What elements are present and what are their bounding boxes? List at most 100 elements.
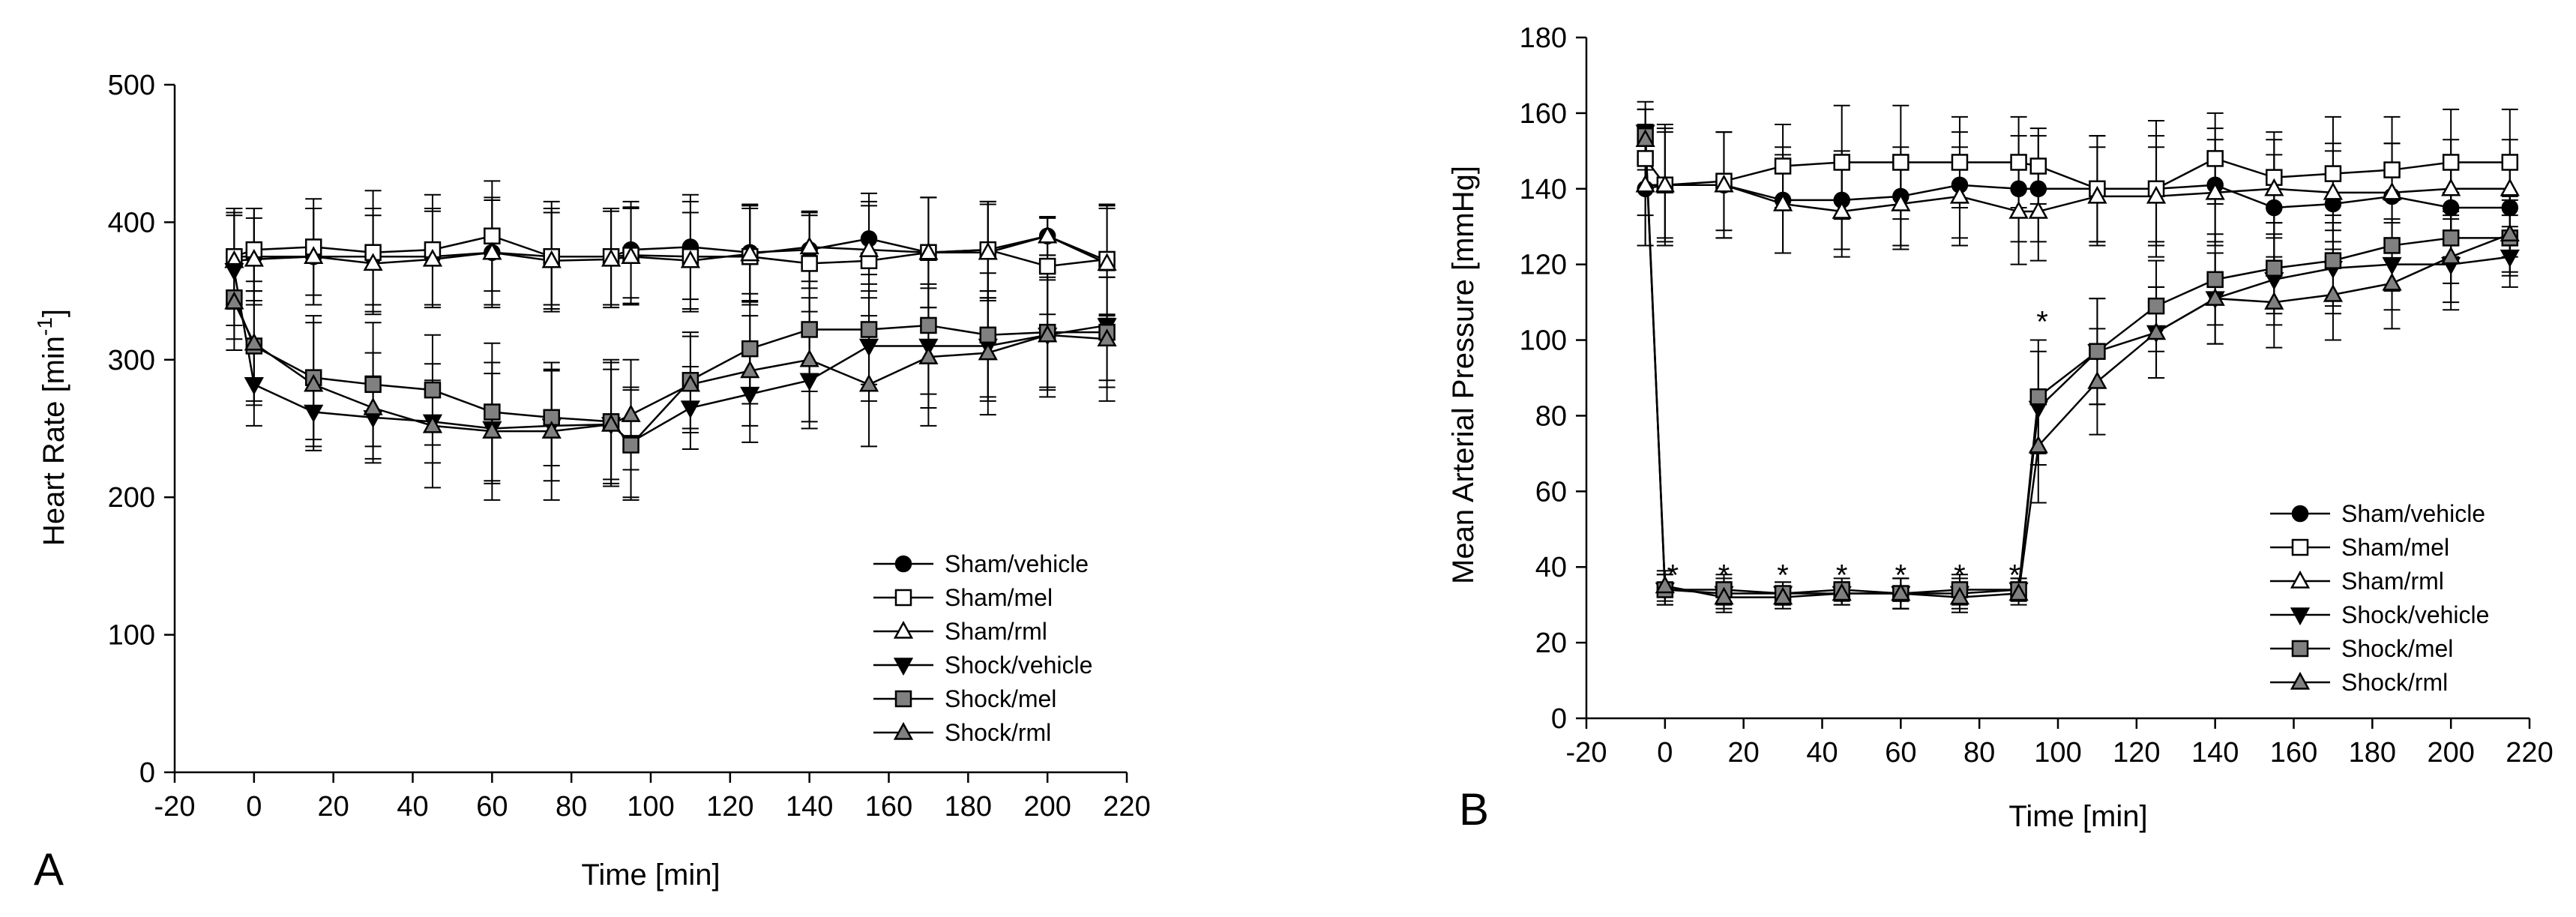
b-x-tick-label: 200 (2427, 737, 2474, 769)
b-legend-label: Shock/vehicle (2341, 601, 2489, 628)
b-point-sham-mel (1892, 154, 1910, 171)
a-point-shock-rml (1097, 328, 1117, 347)
a-point-sham-rml (422, 248, 443, 267)
b-point-sham-vehicle (2029, 180, 2047, 198)
a-point-shock-mel (860, 321, 878, 338)
b-point-shock-rml (2008, 583, 2029, 601)
b-x-tick-label: 180 (2349, 737, 2396, 769)
a-x-tick-label: 120 (706, 791, 753, 823)
a-x-tick-label: 40 (397, 791, 428, 823)
b-legend-marker (2291, 505, 2309, 523)
a-point-sham-rml (918, 241, 939, 260)
y-axis-title-a-sup: -1 (33, 317, 56, 336)
b-point-shock-rml (1832, 583, 1852, 601)
b-y-tick-label: 100 (1520, 325, 1567, 357)
a-point-shock-rml (363, 397, 383, 415)
b-significance-star: * (1954, 559, 1966, 592)
a-legend-label: Sham/vehicle (945, 550, 1089, 577)
b-point-shock-mel (2324, 252, 2342, 269)
b-point-sham-rml (1949, 185, 1970, 204)
a-point-shock-mel (484, 403, 501, 421)
a-x-tick-label: 0 (246, 791, 262, 823)
b-x-tick-label: 160 (2270, 737, 2317, 769)
x-axis-title-b: Time [min] (2008, 800, 2147, 833)
a-point-sham-mel (1038, 257, 1056, 275)
a-point-sham-rml (621, 246, 641, 264)
b-y-tick-label: 180 (1520, 22, 1567, 54)
b-point-shock-mel (2206, 271, 2224, 289)
map-chart: B Time [min] Mean Arterial Pressure [mmH… (1447, 22, 2554, 835)
b-point-sham-rml (2205, 181, 2225, 200)
a-x-tick-label: 220 (1103, 791, 1150, 823)
b-point-shock-rml (1655, 575, 1675, 594)
b-point-shock-mel (2383, 237, 2401, 254)
a-point-shock-rml (978, 342, 998, 361)
b-legend-label: Sham/vehicle (2341, 500, 2485, 527)
b-y-tick-label: 60 (1535, 476, 1567, 508)
b-significance-star: * (2036, 305, 2048, 338)
b-point-sham-rml (2264, 178, 2284, 196)
a-x-tick-label: 160 (865, 791, 912, 823)
a-point-shock-mel (741, 340, 759, 358)
a-point-shock-mel (920, 316, 937, 334)
a-point-sham-rml (978, 241, 998, 260)
a-x-tick-label: 200 (1023, 791, 1071, 823)
b-point-shock-rml (2500, 223, 2520, 242)
a-point-sham-rml (363, 253, 383, 271)
b-y-tick-label: 20 (1535, 628, 1567, 659)
a-point-shock-rml (740, 360, 760, 379)
b-legend-label: Sham/mel (2341, 534, 2449, 561)
b-point-sham-mel (2383, 161, 2401, 178)
b-point-shock-rml (1635, 129, 1655, 147)
b-point-shock-rml (2441, 246, 2461, 265)
y-axis-title-a-end: ] (37, 309, 70, 317)
b-y-tick-label: 120 (1520, 250, 1567, 281)
b-legend-marker (2290, 570, 2311, 589)
a-point-sham-rml (541, 250, 562, 268)
b-point-shock-rml (1949, 586, 1970, 605)
a-point-shock-rml (304, 373, 324, 392)
a-point-shock-vehicle (680, 400, 701, 419)
a-legend-label: Shock/vehicle (945, 652, 1092, 679)
b-point-sham-vehicle (2010, 180, 2027, 198)
a-x-tick-label: 140 (786, 791, 833, 823)
b-significance-star: * (1718, 559, 1730, 592)
b-x-tick-label: 40 (1806, 737, 1838, 769)
b-point-sham-vehicle (2501, 199, 2519, 217)
a-legend-marker (893, 620, 914, 639)
b-point-sham-rml (2146, 185, 2167, 204)
a-point-shock-mel (801, 321, 818, 338)
b-point-sham-mel (1637, 150, 1654, 167)
b-x-tick-label: 140 (2191, 737, 2239, 769)
b-y-tick-label: 0 (1551, 703, 1567, 735)
panel-letter-b: B (1459, 784, 1489, 835)
b-point-sham-rml (1714, 174, 1734, 193)
b-point-shock-rml (2205, 287, 2225, 306)
a-x-tick-label: 180 (945, 791, 992, 823)
b-point-sham-rml (2323, 181, 2344, 200)
a-legend-marker (894, 690, 912, 708)
a-point-sham-rml (482, 241, 502, 260)
a-x-tick-label: 20 (318, 791, 349, 823)
b-point-sham-rml (1772, 193, 1793, 211)
b-point-shock-rml (2028, 435, 2048, 454)
b-legend-marker (2291, 538, 2309, 556)
b-point-sham-rml (1635, 174, 1655, 193)
x-axis-title-a: Time [min] (581, 859, 720, 892)
b-point-sham-mel (1951, 154, 1969, 171)
a-point-sham-mel (801, 255, 818, 272)
heart-rate-chart: A Time [min] Heart Rate [min-1] 01002003… (33, 70, 1151, 895)
a-point-shock-rml (858, 373, 879, 392)
b-point-sham-rml (1891, 193, 1911, 211)
b-point-sham-rml (2087, 185, 2107, 204)
b-legend-label: Shock/rml (2341, 669, 2448, 696)
a-legend-label: Sham/mel (945, 584, 1053, 611)
a-point-shock-vehicle (858, 338, 879, 357)
a-point-sham-rml (1038, 225, 1058, 244)
b-point-sham-mel (2206, 150, 2224, 167)
panel-letter-a: A (34, 844, 64, 895)
a-point-shock-rml (621, 404, 641, 422)
b-point-sham-rml (2500, 178, 2520, 196)
a-point-shock-rml (680, 373, 701, 392)
b-line-sham-vehicle (1645, 184, 2510, 209)
